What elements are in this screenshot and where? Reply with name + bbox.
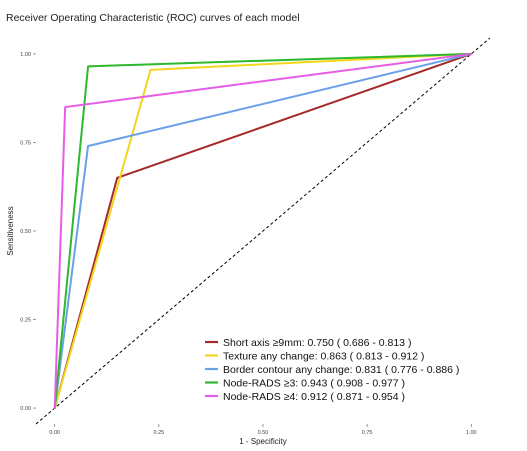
y-axis-title: Sensitiveness	[6, 206, 15, 255]
y-tick-label: 0.00	[20, 406, 31, 412]
chart-title: Receiver Operating Characteristic (ROC) …	[6, 12, 300, 24]
x-tick-label: 0.00	[49, 430, 60, 436]
reference-line-layer	[35, 37, 491, 425]
x-axis-title: 1 - Specificity	[239, 437, 287, 446]
y-tick-label: 0.25	[20, 318, 31, 324]
x-tick-label: 0.75	[362, 430, 373, 436]
legend: Short axis ≥9mm: 0.750 ( 0.686 - 0.813 )…	[205, 337, 459, 403]
x-tick-label: 0.25	[154, 430, 165, 436]
legend-label-2: Texture any change: 0.863 ( 0.813 - 0.91…	[223, 350, 424, 362]
y-tick-label: 1.00	[20, 52, 31, 58]
x-tick-label: 1.00	[466, 430, 477, 436]
axes: 0.00 0.25 0.50 0.75 1.00 0.00 0.25 0.50 0.75 1.00	[20, 52, 476, 436]
roc-curve-4	[53, 52, 473, 410]
legend-label-1: Short axis ≥9mm: 0.750 ( 0.686 - 0.813 )	[223, 337, 411, 349]
legend-label-5: Node-RADS ≥4: 0.912 ( 0.871 - 0.954 )	[223, 391, 405, 403]
roc-curve-2	[53, 52, 473, 410]
y-tick-label: 0.50	[20, 229, 31, 235]
y-tick-label: 0.75	[20, 140, 31, 146]
series-layer	[53, 52, 473, 410]
roc-curve-5	[53, 52, 473, 410]
reference-diagonal-line	[35, 37, 491, 425]
roc-curve-3	[53, 52, 473, 410]
legend-label-3: Border contour any change: 0.831 ( 0.776…	[223, 364, 459, 376]
legend-label-4: Node-RADS ≥3: 0.943 ( 0.908 - 0.977 )	[223, 377, 405, 389]
x-tick-label: 0.50	[258, 430, 269, 436]
